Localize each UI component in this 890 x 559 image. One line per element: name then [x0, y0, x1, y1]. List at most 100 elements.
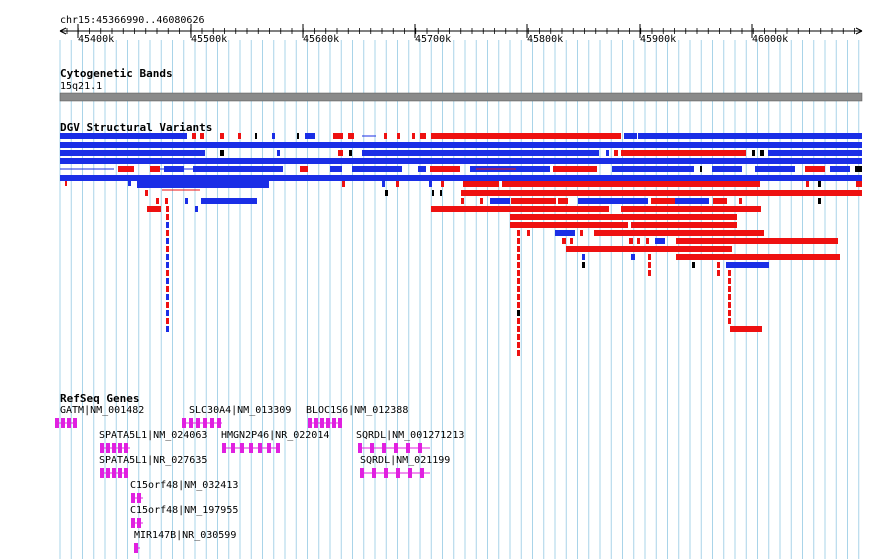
gene-label-c15orf48-a[interactable]: C15orf48|NM_032413: [130, 480, 239, 491]
dgv-gain-variant: [510, 214, 737, 220]
gene-exon: [131, 493, 135, 503]
dgv-loss-variant: [193, 166, 283, 172]
dgv-gain-variant: [517, 278, 520, 284]
dgv-loss-variant: [166, 262, 169, 268]
gene-exon: [420, 468, 424, 478]
dgv-other-variant: [517, 310, 520, 316]
gene-exon: [370, 443, 374, 453]
gene-label-bloc1s6[interactable]: BLOC1S6|NM_012388: [306, 405, 409, 416]
dgv-loss-variant: [382, 181, 385, 187]
dgv-loss-variant: [185, 198, 188, 204]
dgv-gain-variant: [517, 294, 520, 300]
gene-exon: [231, 443, 235, 453]
gene-exon: [308, 418, 312, 428]
dgv-gain-variant: [558, 198, 568, 204]
gene-glyph-gatm: [55, 418, 77, 428]
dgv-gain-variant: [431, 133, 621, 139]
dgv-gain-variant: [166, 246, 169, 252]
gene-label-gatm[interactable]: GATM|NM_001482: [60, 405, 145, 416]
gene-label-c15orf48-b[interactable]: C15orf48|NM_197955: [130, 505, 239, 516]
dgv-gain-variant: [517, 342, 520, 348]
gene-exon: [406, 443, 410, 453]
dgv-loss-variant: [166, 238, 169, 244]
dgv-other-variant: [220, 150, 224, 156]
gene-exon: [408, 468, 412, 478]
dgv-loss-variant: [675, 198, 709, 204]
dgv-gain-variant: [728, 278, 731, 284]
dgv-other-variant: [818, 198, 821, 204]
ruler-left-arrow: [59, 27, 67, 35]
dgv-gain-variant: [580, 230, 583, 236]
dgv-loss-variant: [195, 206, 198, 212]
gene-exon: [112, 443, 116, 453]
dgv-loss-variant: [555, 230, 575, 236]
dgv-gain-variant: [397, 133, 400, 139]
dgv-loss-variant: [362, 150, 599, 156]
gene-exon: [100, 443, 104, 453]
dgv-gain-variant: [150, 166, 160, 172]
dgv-other-variant: [297, 133, 299, 139]
gene-label-spata5l1-a[interactable]: SPATA5L1|NM_024063: [99, 430, 208, 441]
dgv-gain-variant: [156, 198, 159, 204]
gene-exon: [332, 418, 336, 428]
dgv-other-variant: [349, 150, 352, 156]
gene-label-sqrdl-a[interactable]: SQRDL|NM_001271213: [356, 430, 465, 441]
dgv-gain-variant: [511, 198, 556, 204]
dgv-gain-variant: [461, 190, 862, 196]
gene-label-slc30a4[interactable]: SLC30A4|NM_013309: [189, 405, 292, 416]
gene-label-sqrdl-b[interactable]: SQRDL|NM_021199: [360, 455, 451, 466]
dgv-loss-variant: [201, 198, 257, 204]
dgv-loss-variant: [429, 181, 432, 187]
dgv-gain-variant: [517, 286, 520, 292]
gene-glyph-slc30a4: [182, 418, 222, 428]
dgv-gain-variant: [562, 238, 566, 244]
dgv-loss-variant: [755, 166, 795, 172]
gene-exon: [203, 418, 207, 428]
dgv-gain-variant: [728, 294, 731, 300]
gene-label-mir147b[interactable]: MIR147B|NR_030599: [134, 530, 237, 541]
dgv-gain-variant: [730, 326, 762, 332]
dgv-other-variant: [385, 190, 388, 196]
dgv-gain-variant: [342, 181, 345, 187]
tick-label-45600k: 45600k: [303, 34, 340, 45]
dgv-loss-variant: [582, 254, 585, 260]
dgv-gain-variant: [676, 254, 840, 260]
dgv-loss-variant: [60, 158, 862, 164]
dgv-gain-variant: [441, 181, 444, 187]
tick-label-45400k: 45400k: [78, 34, 115, 45]
gene-exon: [249, 443, 253, 453]
gene-exon: [106, 443, 110, 453]
gene-exon: [196, 418, 200, 428]
gene-glyph-mir147b: [134, 543, 140, 553]
dgv-gain-variant: [713, 198, 727, 204]
dgv-loss-variant: [726, 262, 769, 268]
gene-exon: [210, 418, 214, 428]
dgv-gain-variant: [856, 181, 862, 187]
dgv-other-variant: [440, 190, 442, 196]
gene-label-hmgn2p46[interactable]: HMGN2P46|NR_022014: [221, 430, 330, 441]
dgv-gain-variant: [728, 286, 731, 292]
dgv-other-variant: [700, 166, 702, 172]
gene-exon: [222, 443, 226, 453]
dgv-gain-variant: [166, 230, 169, 236]
gene-exon: [394, 443, 398, 453]
dgv-other-variant: [760, 150, 764, 156]
dgv-loss-variant: [166, 294, 169, 300]
dgv-other-variant: [752, 150, 755, 156]
gene-label-spata5l1-b[interactable]: SPATA5L1|NR_027635: [99, 455, 208, 466]
gene-exon: [134, 543, 138, 553]
dgv-other-variant: [818, 181, 821, 187]
dgv-gain-variant: [338, 150, 343, 156]
dgv-loss-variant: [137, 181, 269, 188]
cytoband-track-title: Cytogenetic Bands: [60, 67, 173, 80]
gene-exon: [258, 443, 262, 453]
gene-exon: [137, 518, 141, 528]
tick-label-45500k: 45500k: [191, 34, 228, 45]
dgv-loss-variant: [578, 198, 648, 204]
gene-exon: [384, 468, 388, 478]
dgv-gain-variant: [517, 262, 520, 268]
dgv-gain-variant: [728, 310, 731, 316]
dgv-gain-variant: [728, 302, 731, 308]
